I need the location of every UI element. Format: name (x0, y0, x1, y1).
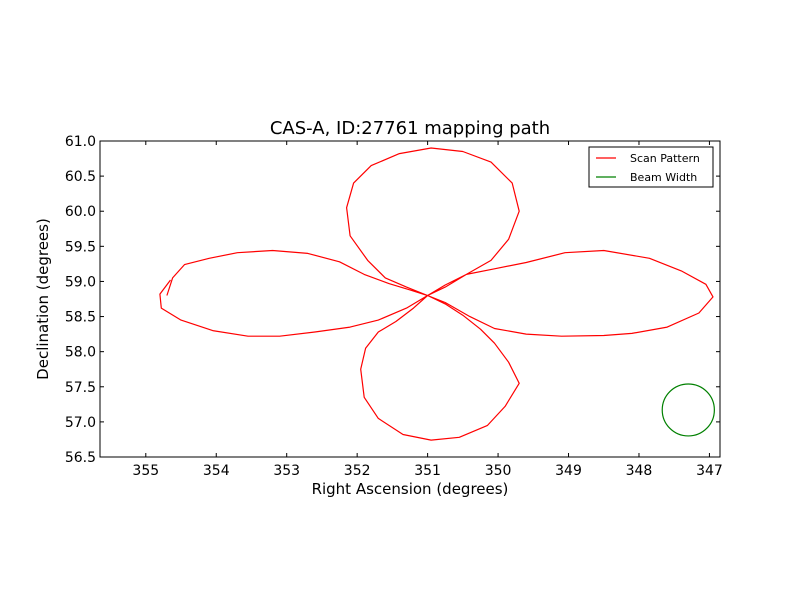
series-beam-width-circle (661, 383, 715, 437)
x-tick-label: 349 (555, 463, 582, 479)
y-tick-label: 59.5 (65, 239, 96, 255)
x-tick-label: 353 (273, 463, 300, 479)
legend-entry-beam-width: Beam Width (630, 171, 697, 184)
x-tick-label: 350 (485, 463, 512, 479)
chart-title: CAS-A, ID:27761 mapping path (270, 118, 550, 139)
x-tick-label: 347 (696, 463, 723, 479)
legend-box (588, 146, 714, 188)
y-tick-label: 58.0 (65, 345, 96, 361)
x-tick-label: 348 (626, 463, 653, 479)
y-tick-label: 61.0 (65, 134, 96, 150)
y-tick-label: 57.5 (65, 380, 96, 396)
x-axis-ticks: 355 354 353 352 351 350 349 348 347 (132, 141, 723, 479)
series-layer (159, 147, 715, 441)
y-axis-ticks: 56.5 57.0 57.5 58.0 58.5 59.0 59.5 60.0 60.5 61.0 (65, 134, 720, 466)
plot-area (99, 140, 721, 458)
y-tick-label: 56.5 (65, 450, 96, 466)
series-scan-pattern-line (159, 147, 714, 441)
y-tick-label: 60.5 (65, 169, 96, 185)
y-tick-label: 57.0 (65, 415, 96, 431)
legend: Scan Pattern Beam Width (588, 146, 714, 188)
y-tick-label: 58.5 (65, 310, 96, 326)
x-tick-label: 351 (414, 463, 441, 479)
y-axis-label: Declination (degrees) (34, 218, 52, 380)
y-tick-label: 60.0 (65, 204, 96, 220)
x-tick-label: 354 (203, 463, 230, 479)
y-tick-label: 59.0 (65, 274, 96, 290)
x-axis-label: Right Ascension (degrees) (312, 480, 509, 498)
legend-entry-scan-pattern: Scan Pattern (630, 152, 700, 165)
x-tick-label: 355 (132, 463, 159, 479)
x-tick-label: 352 (344, 463, 371, 479)
